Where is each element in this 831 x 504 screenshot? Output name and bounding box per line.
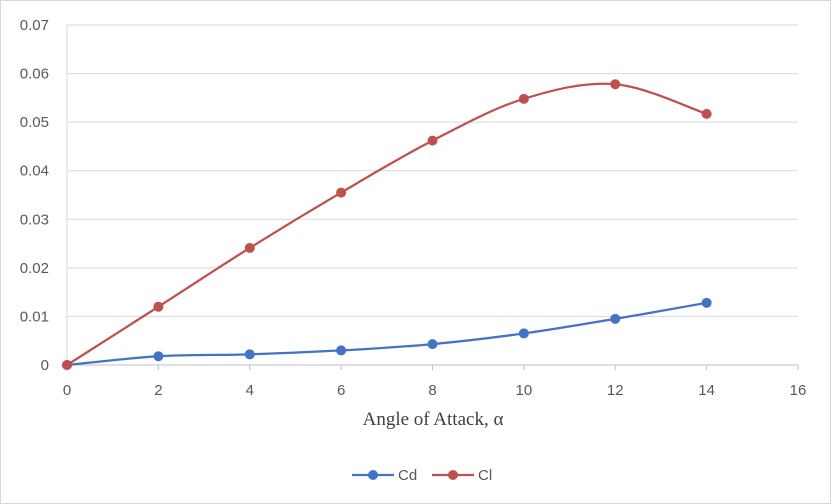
data-point <box>336 345 347 356</box>
data-point <box>518 328 529 339</box>
y-tick-label: 0.07 <box>20 17 49 34</box>
data-point <box>153 351 164 362</box>
y-tick-label: 0.05 <box>20 114 49 131</box>
legend: Cd Cl <box>352 467 492 484</box>
data-point <box>610 79 621 90</box>
data-point <box>336 187 347 198</box>
series-cl <box>62 79 712 370</box>
y-tick-label: 0.03 <box>20 211 49 228</box>
series-cd <box>62 297 712 370</box>
x-tick-label: 16 <box>790 382 807 399</box>
data-point <box>153 301 164 312</box>
data-point <box>244 349 255 360</box>
legend-item-cl: Cl <box>432 467 492 484</box>
x-tick-label: 10 <box>516 382 533 399</box>
data-point <box>518 93 529 104</box>
series <box>62 79 712 370</box>
legend-marker <box>368 470 378 480</box>
y-tick-label: 0 <box>41 357 49 374</box>
data-point <box>244 242 255 253</box>
legend-label: Cl <box>478 467 492 484</box>
x-tick-label: 4 <box>246 382 254 399</box>
x-axis-title: Angle of Attack, α <box>363 409 504 430</box>
y-tick-label: 0.04 <box>20 163 49 180</box>
data-point <box>427 135 438 146</box>
x-tick-label: 12 <box>607 382 624 399</box>
series-line-cd <box>66 301 707 367</box>
gridlines <box>67 24 798 317</box>
data-point <box>427 339 438 350</box>
legend-label: Cd <box>398 467 417 484</box>
x-tick-label: 6 <box>337 382 345 399</box>
data-point <box>610 313 621 324</box>
axes <box>66 25 799 370</box>
x-tick-label: 14 <box>698 382 715 399</box>
x-tick-label: 0 <box>63 382 71 399</box>
y-tick-label: 0.06 <box>20 66 49 83</box>
x-tick-label: 8 <box>428 382 436 399</box>
data-point <box>701 108 712 119</box>
y-tick-label: 0.01 <box>20 308 49 325</box>
x-tick-label: 2 <box>154 382 162 399</box>
data-point <box>62 360 72 370</box>
legend-marker <box>448 470 458 480</box>
legend-item-cd: Cd <box>352 467 417 484</box>
data-point <box>701 297 712 308</box>
tick-labels: 0 0.01 0.02 0.03 0.04 0.05 0.06 0.07 0 2 4 6 8 10 12 14… <box>20 17 807 399</box>
series-line-cl <box>66 82 707 366</box>
y-tick-label: 0.02 <box>20 260 49 277</box>
